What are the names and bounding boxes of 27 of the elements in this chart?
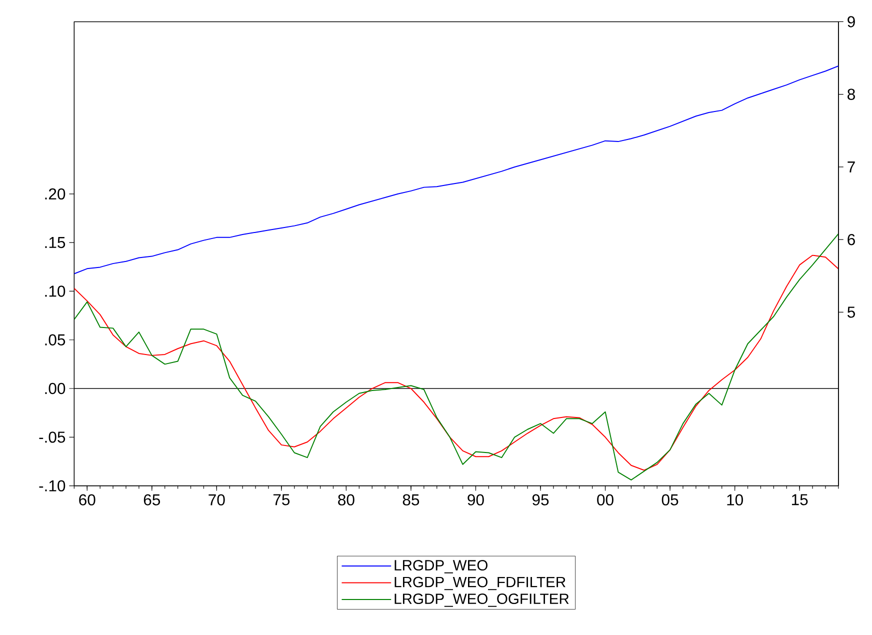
legend-label: LRGDP_WEO <box>394 560 488 574</box>
x-tick-label: 85 <box>402 494 420 506</box>
y-tick-label: .10 <box>45 286 66 297</box>
x-tick-label: 05 <box>662 494 678 506</box>
x-tick-label: 10 <box>727 494 743 506</box>
y2-tick-label: 9 <box>848 16 855 28</box>
y-tick-label: -.05 <box>39 432 66 443</box>
legend-label: LRGDP_WEO_FDFILTER <box>394 576 566 590</box>
y-tick-label: .00 <box>45 382 66 394</box>
y2-tick-label: 5 <box>847 306 855 318</box>
x-tick-label: 65 <box>144 494 160 506</box>
y-tick-label: .15 <box>45 237 66 248</box>
x-tick-label: 00 <box>597 494 614 506</box>
y2-tick-label: 7 <box>848 162 855 172</box>
y2-tick-label: 8 <box>848 88 855 100</box>
x-tick-label: 95 <box>532 494 549 506</box>
x-tick-label: 75 <box>273 494 290 506</box>
y2-tick-label: 6 <box>848 234 855 246</box>
x-tick-label: 60 <box>79 494 96 506</box>
x-tick-label: 70 <box>208 494 225 506</box>
legend-label: LRGDP_WEO_OGFILTER <box>394 594 569 607</box>
y-tick-label: -.10 <box>39 480 66 492</box>
x-tick-label: 15 <box>792 494 808 506</box>
y-tick-label: .05 <box>45 334 66 346</box>
x-tick-label: 80 <box>338 494 354 506</box>
x-tick-label: 90 <box>468 494 484 506</box>
y-tick-label: .20 <box>45 188 66 200</box>
